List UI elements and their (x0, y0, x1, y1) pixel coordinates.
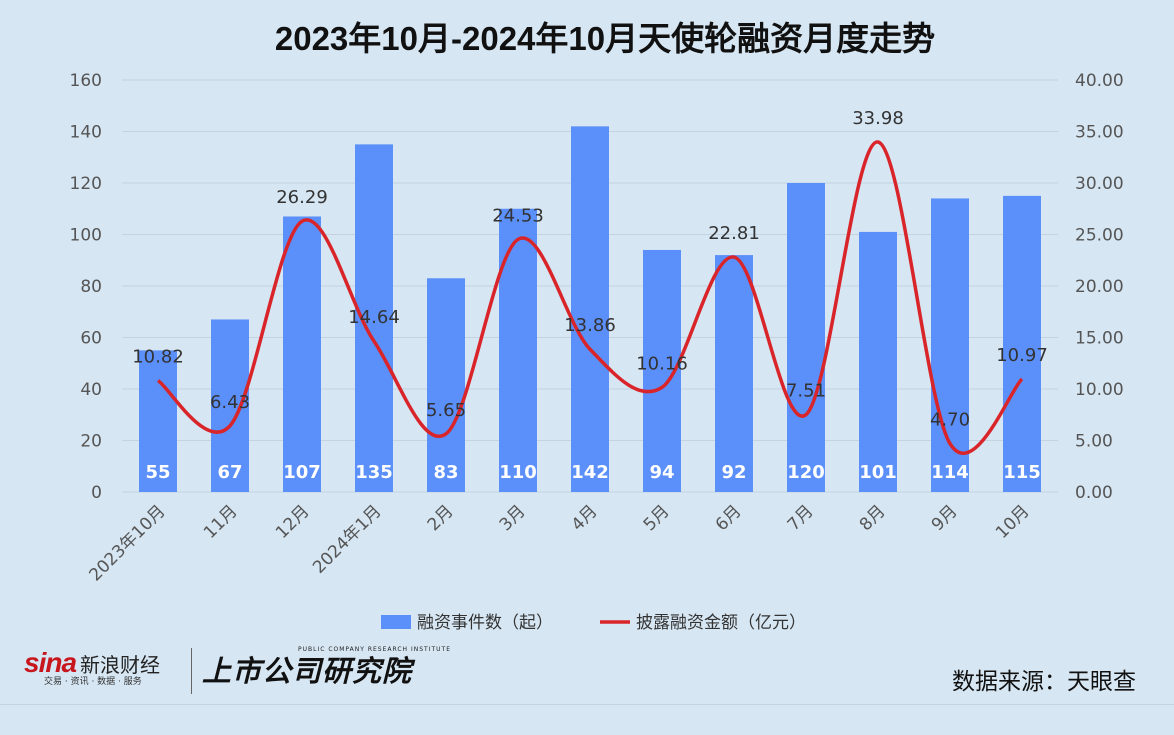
category-label: 3月 (496, 501, 530, 535)
bar-data-label: 92 (721, 462, 746, 483)
line-data-label: 22.81 (708, 223, 760, 244)
line-data-label: 7.51 (786, 381, 826, 402)
sina-finance-name: 新浪财经 (80, 654, 160, 676)
left-tick-label: 160 (70, 71, 102, 91)
bottom-bar (0, 704, 1174, 735)
bar-data-labels: 55 67 107 135 83 110 142 94 92 120 101 114 115 (145, 462, 1040, 483)
sina-tagline: 交易 · 资讯 · 数据 · 服务 (44, 674, 142, 687)
right-tick-label: 15.00 (1075, 329, 1124, 349)
bar (1003, 196, 1041, 492)
left-tick-label: 20 (80, 432, 102, 452)
research-english: PUBLIC COMPANY RESEARCH INSTITUTE (298, 646, 451, 653)
left-tick-label: 80 (80, 277, 102, 297)
brand-divider (191, 648, 192, 694)
category-label: 12月 (272, 501, 313, 542)
right-tick-label: 0.00 (1075, 483, 1113, 503)
bar-series (139, 126, 1041, 492)
research-brand: PUBLIC COMPANY RESEARCH INSTITUTE 上市公司研究… (202, 646, 451, 689)
chart-canvas: 2023年10月-2024年10月天使轮融资月度走势 0 20 40 60 80 100 1… (0, 0, 1174, 640)
line-data-label: 26.29 (276, 187, 328, 208)
category-label: 2023年10月 (85, 501, 169, 585)
category-label: 8月 (856, 501, 890, 535)
bar (499, 209, 537, 492)
line-data-label: 14.64 (348, 307, 400, 328)
bar (715, 255, 753, 492)
line-data-label: 10.97 (996, 345, 1048, 366)
line-data-label: 6.43 (210, 392, 250, 413)
right-tick-label: 25.00 (1075, 226, 1124, 246)
left-tick-label: 60 (80, 329, 102, 349)
footer: sina 新浪财经 交易 · 资讯 · 数据 · 服务 PUBLIC COMPA… (0, 640, 1174, 700)
right-tick-label: 40.00 (1075, 71, 1124, 91)
category-label: 10月 (992, 501, 1033, 542)
category-label: 11月 (200, 501, 241, 542)
bar-data-label: 114 (931, 462, 969, 483)
bar (859, 232, 897, 492)
right-tick-label: 20.00 (1075, 277, 1124, 297)
chart-title: 2023年10月-2024年10月天使轮融资月度走势 (275, 20, 935, 57)
bar-data-label: 142 (571, 462, 609, 483)
bar-data-label: 55 (145, 462, 170, 483)
right-tick-label: 35.00 (1075, 123, 1124, 143)
line-data-label: 33.98 (852, 108, 904, 129)
legend: 融资事件数（起） 披露融资金额（亿元） (381, 613, 806, 633)
bar (931, 198, 969, 492)
line-data-label: 10.16 (636, 353, 688, 374)
line-data-label: 4.70 (930, 410, 970, 431)
bar-data-label: 83 (433, 462, 458, 483)
category-label: 4月 (568, 501, 602, 535)
left-axis-ticks: 0 20 40 60 80 100 120 140 160 (70, 71, 102, 503)
category-label: 5月 (640, 501, 674, 535)
right-axis-ticks: 0.00 5.00 10.00 15.00 20.00 25.00 30.00 35.00 40… (1075, 71, 1124, 503)
legend-bar-label: 融资事件数（起） (417, 613, 553, 633)
right-tick-label: 30.00 (1075, 174, 1124, 194)
line-data-label: 13.86 (564, 315, 616, 336)
bar (571, 126, 609, 492)
line-data-label: 10.82 (132, 347, 184, 368)
category-label: 6月 (712, 501, 746, 535)
research-chinese: 上市公司研究院 (202, 653, 451, 689)
bar (427, 278, 465, 492)
bar-data-label: 110 (499, 462, 537, 483)
line-data-label: 24.53 (492, 205, 544, 226)
bar-data-label: 107 (283, 462, 321, 483)
category-label: 9月 (928, 501, 962, 535)
bar-data-label: 115 (1003, 462, 1041, 483)
bar (283, 216, 321, 492)
bar-data-label: 101 (859, 462, 897, 483)
right-tick-label: 5.00 (1075, 432, 1113, 452)
left-tick-label: 40 (80, 380, 102, 400)
category-label: 2024年1月 (309, 501, 385, 577)
bar (787, 183, 825, 492)
line-data-label: 5.65 (426, 400, 466, 421)
bar-data-label: 67 (217, 462, 242, 483)
right-tick-label: 10.00 (1075, 380, 1124, 400)
left-tick-label: 140 (70, 123, 102, 143)
data-source: 数据来源：天眼查 (952, 662, 1136, 696)
bar-data-label: 94 (649, 462, 674, 483)
legend-line-label: 披露融资金额（亿元） (636, 613, 806, 633)
category-label: 7月 (784, 501, 818, 535)
left-tick-label: 0 (91, 483, 102, 503)
legend-bar-swatch (381, 615, 411, 629)
bar-data-label: 120 (787, 462, 825, 483)
left-tick-label: 100 (70, 226, 102, 246)
bar-data-label: 135 (355, 462, 393, 483)
category-label: 2月 (424, 501, 458, 535)
left-tick-label: 120 (70, 174, 102, 194)
